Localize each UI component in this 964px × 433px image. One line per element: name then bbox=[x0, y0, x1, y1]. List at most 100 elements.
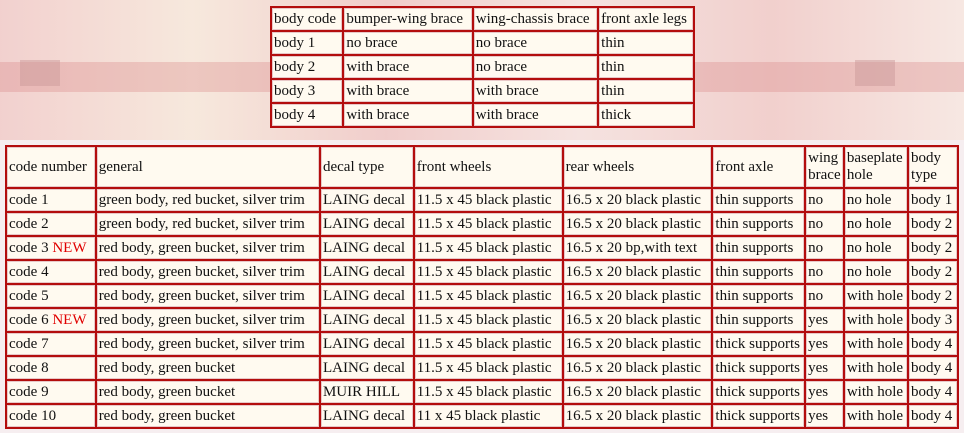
table-cell: yes bbox=[806, 333, 843, 355]
table-cell: code 5 bbox=[7, 285, 95, 307]
table-cell: MUIR HILL bbox=[320, 381, 413, 403]
table-cell: LAING decal bbox=[320, 261, 413, 283]
table-cell: thin bbox=[599, 80, 693, 102]
table-cell: red body, green bucket, silver trim bbox=[96, 333, 319, 355]
table-cell: yes bbox=[806, 381, 843, 403]
code-label: code 9 bbox=[9, 383, 49, 400]
code-label: code 2 bbox=[9, 215, 49, 232]
table-cell: body 2 bbox=[909, 261, 957, 283]
table-cell: red body, green bucket, silver trim bbox=[96, 261, 319, 283]
table-cell: red body, green bucket bbox=[96, 357, 319, 379]
new-flag: NEW bbox=[52, 311, 87, 328]
table-cell: thin supports bbox=[713, 261, 805, 283]
table-cell: red body, green bucket bbox=[96, 405, 319, 427]
table-cell: body 1 bbox=[272, 32, 343, 54]
table-cell: red body, green bucket, silver trim bbox=[96, 285, 319, 307]
table-cell: red body, green bucket, silver trim bbox=[96, 237, 319, 259]
header-cell: decal type bbox=[320, 147, 413, 187]
code-label: code 10 bbox=[9, 407, 57, 424]
table-cell: thin bbox=[599, 32, 693, 54]
table-cell: body 1 bbox=[909, 189, 957, 211]
header-cell: body type bbox=[909, 147, 957, 187]
table-cell: thick supports bbox=[713, 333, 805, 355]
table-cell: thick bbox=[599, 104, 693, 126]
table-cell: code 10 bbox=[7, 405, 95, 427]
table-cell: LAING decal bbox=[320, 333, 413, 355]
table-cell: 11.5 x 45 black plastic bbox=[414, 213, 562, 235]
table-cell: 16.5 x 20 bp,with text bbox=[563, 237, 712, 259]
background-box bbox=[20, 60, 60, 86]
header-row: body code bumper-wing brace wing-chassis b… bbox=[272, 8, 693, 30]
table-cell: yes bbox=[806, 405, 843, 427]
table-cell: thin supports bbox=[713, 213, 805, 235]
table-cell: with hole bbox=[844, 381, 908, 403]
table-cell: no brace bbox=[344, 32, 472, 54]
table-row: code 3 NEW red body, green bucket, silver… bbox=[7, 237, 957, 259]
table-cell: no hole bbox=[844, 261, 908, 283]
table-cell: thick supports bbox=[713, 405, 805, 427]
table-cell: LAING decal bbox=[320, 237, 413, 259]
background-box bbox=[855, 60, 895, 86]
code-label: code 8 bbox=[9, 359, 49, 376]
table-cell: 16.5 x 20 black plastic bbox=[563, 333, 712, 355]
table-cell: 11.5 x 45 black plastic bbox=[414, 285, 562, 307]
header-cell: general bbox=[96, 147, 319, 187]
table-cell: body 2 bbox=[909, 237, 957, 259]
table-cell: 11.5 x 45 black plastic bbox=[414, 381, 562, 403]
header-cell: front axle bbox=[713, 147, 805, 187]
table-cell: with hole bbox=[844, 285, 908, 307]
table-cell: body 3 bbox=[909, 309, 957, 331]
table-cell: code 6 NEW bbox=[7, 309, 95, 331]
table-cell: green body, red bucket, silver trim bbox=[96, 213, 319, 235]
header-cell: code number bbox=[7, 147, 95, 187]
table-row: code 6 NEW red body, green bucket, silver… bbox=[7, 309, 957, 331]
table-cell: 16.5 x 20 black plastic bbox=[563, 357, 712, 379]
code-label: code 5 bbox=[9, 287, 49, 304]
table-cell: body 4 bbox=[909, 333, 957, 355]
table-cell: with brace bbox=[473, 104, 598, 126]
table-cell: no brace bbox=[473, 32, 598, 54]
header-row: code number general decal type front wheels… bbox=[7, 147, 957, 187]
code-label: code 7 bbox=[9, 335, 49, 352]
table-row: body 2 with brace no brace thin bbox=[272, 56, 693, 78]
table-cell: code 3 NEW bbox=[7, 237, 95, 259]
table-cell: code 9 bbox=[7, 381, 95, 403]
table-cell: with brace bbox=[344, 104, 472, 126]
table-cell: with hole bbox=[844, 357, 908, 379]
table-cell: thin supports bbox=[713, 237, 805, 259]
table-cell: with hole bbox=[844, 309, 908, 331]
table-row: code 1 green body, red bucket, silver tri… bbox=[7, 189, 957, 211]
table-cell: body 2 bbox=[909, 285, 957, 307]
table-cell: with hole bbox=[844, 333, 908, 355]
table-cell: 11.5 x 45 black plastic bbox=[414, 333, 562, 355]
table-cell: LAING decal bbox=[320, 213, 413, 235]
table-cell: LAING decal bbox=[320, 189, 413, 211]
table-row: code 9 red body, green bucket MUIR HILL 11.… bbox=[7, 381, 957, 403]
table-cell: 16.5 x 20 black plastic bbox=[563, 213, 712, 235]
table-cell: thick supports bbox=[713, 381, 805, 403]
table-cell: 11.5 x 45 black plastic bbox=[414, 189, 562, 211]
table-cell: 16.5 x 20 black plastic bbox=[563, 405, 712, 427]
header-cell: body code bbox=[272, 8, 343, 30]
table-cell: yes bbox=[806, 309, 843, 331]
table-cell: no bbox=[806, 213, 843, 235]
table-cell: code 1 bbox=[7, 189, 95, 211]
code-label: code 1 bbox=[9, 191, 49, 208]
table-cell: 16.5 x 20 black plastic bbox=[563, 285, 712, 307]
table-cell: red body, green bucket, silver trim bbox=[96, 309, 319, 331]
table-cell: body 3 bbox=[272, 80, 343, 102]
table-cell: no brace bbox=[473, 56, 598, 78]
table-cell: 16.5 x 20 black plastic bbox=[563, 261, 712, 283]
table-cell: code 4 bbox=[7, 261, 95, 283]
table-cell: no bbox=[806, 261, 843, 283]
header-cell: baseplate hole bbox=[844, 147, 908, 187]
table-cell: thin supports bbox=[713, 285, 805, 307]
table-cell: code 7 bbox=[7, 333, 95, 355]
table-cell: body 4 bbox=[909, 381, 957, 403]
table-cell: with brace bbox=[473, 80, 598, 102]
table-cell: 11.5 x 45 black plastic bbox=[414, 237, 562, 259]
table-cell: 16.5 x 20 black plastic bbox=[563, 189, 712, 211]
table-cell: no hole bbox=[844, 189, 908, 211]
body-table: body code bumper-wing brace wing-chassis b… bbox=[270, 6, 695, 128]
table-row: body 1 no brace no brace thin bbox=[272, 32, 693, 54]
